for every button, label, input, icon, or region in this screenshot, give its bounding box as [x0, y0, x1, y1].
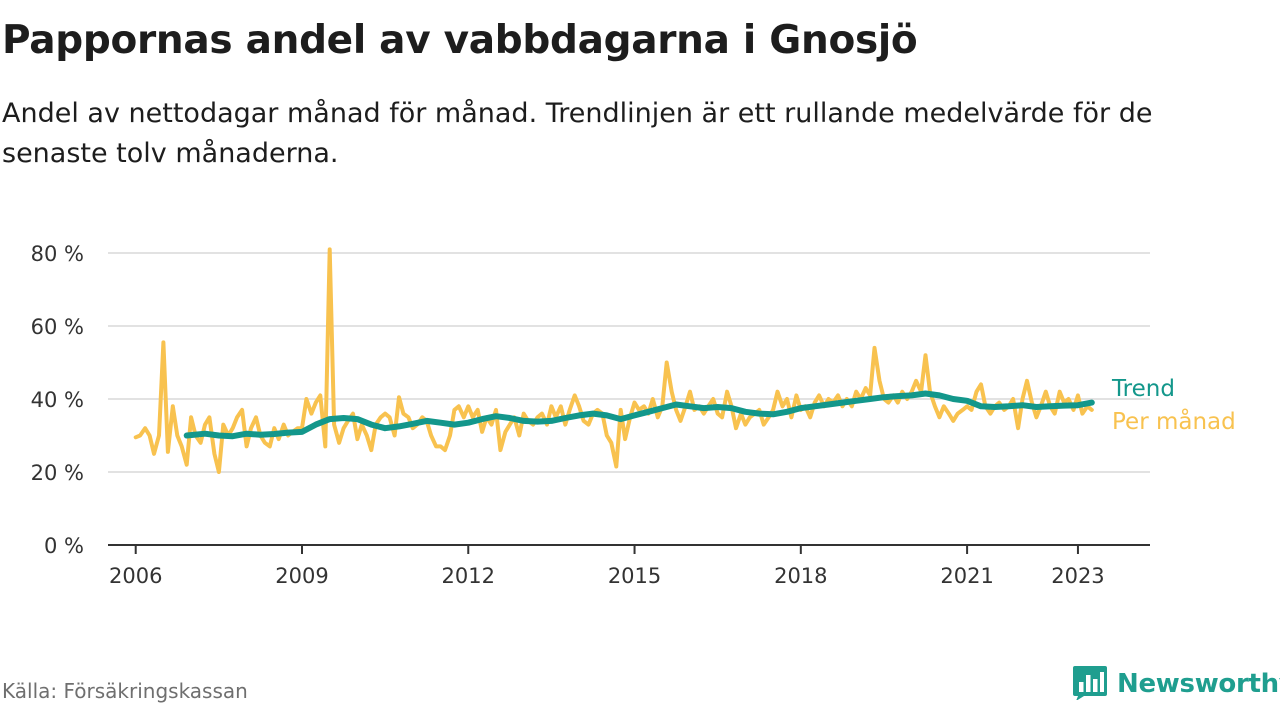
brand-name: Newsworthy	[1117, 669, 1280, 699]
series-line-trend	[183, 390, 1095, 440]
x-axis: 2006 2009 2012 2015 2018 2021 2023	[108, 544, 1150, 588]
series-labels: Per månad Trend	[1111, 376, 1236, 435]
x-tick-label: 2021	[940, 564, 993, 588]
series-lines	[133, 247, 1095, 474]
chart-subtitle: Andel av nettodagar månad för månad. Tre…	[2, 98, 1153, 169]
bar-chart-speech-bubble-icon	[1072, 664, 1108, 704]
y-tick-label: 60 %	[31, 315, 84, 339]
series-label-trend: Trend	[1111, 376, 1175, 402]
series-line-monthly	[133, 247, 1094, 474]
source-note: Källa: Försäkringskassan	[2, 679, 248, 703]
x-tick-label: 2009	[275, 564, 328, 588]
x-tick-label: 2018	[774, 564, 827, 588]
x-tick-label: 2012	[442, 564, 495, 588]
y-tick-label: 80 %	[31, 242, 84, 266]
newsworthy-logo[interactable]: Newsworthy	[1072, 664, 1280, 704]
x-tick-label: 2006	[109, 564, 162, 588]
chart-title: Pappornas andel av vabbdagarna i Gnosjö	[2, 18, 918, 63]
y-tick-label: 20 %	[31, 461, 84, 485]
gridlines: 0 % 20 % 40 % 60 % 80 %	[31, 242, 1150, 558]
x-tick-label: 2023	[1051, 564, 1104, 588]
y-tick-label: 0 %	[44, 534, 84, 558]
y-tick-label: 40 %	[31, 388, 84, 412]
series-label-monthly: Per månad	[1112, 407, 1236, 435]
x-tick-label: 2015	[608, 564, 661, 588]
